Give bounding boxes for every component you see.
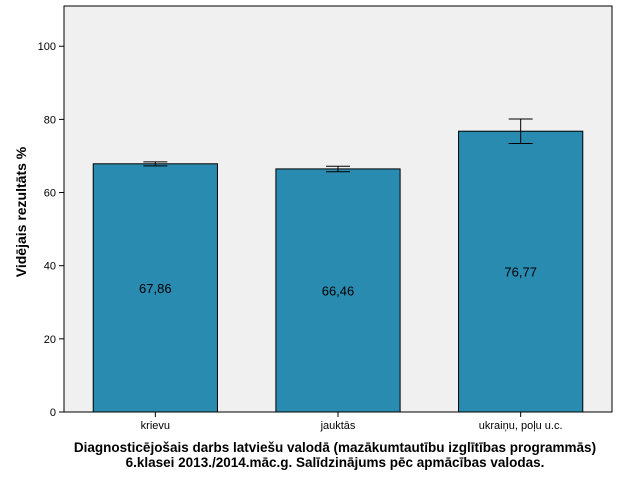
x-axis-label: Diagnosticējošais darbs latviešu valodā … [73, 440, 597, 470]
y-tick-label: 80 [44, 114, 56, 126]
data-label: 66,46 [322, 283, 355, 298]
y-tick-label: 40 [44, 261, 56, 273]
x-tick-label: krievu [141, 420, 170, 432]
data-label: 76,77 [504, 265, 537, 280]
bar [458, 130, 584, 413]
data-label: 67,86 [139, 281, 172, 296]
y-tick-label: 0 [50, 407, 56, 419]
x-tick-label: jauktās [320, 420, 356, 432]
x-tick-label: ukraiņu, poļu u.c. [479, 420, 563, 432]
y-tick-label: 20 [44, 334, 56, 346]
y-axis-label: Vidējais rezultāts % [13, 146, 29, 277]
y-tick-label: 60 [44, 188, 56, 200]
y-tick-label: 100 [38, 41, 56, 53]
bar [92, 163, 218, 413]
